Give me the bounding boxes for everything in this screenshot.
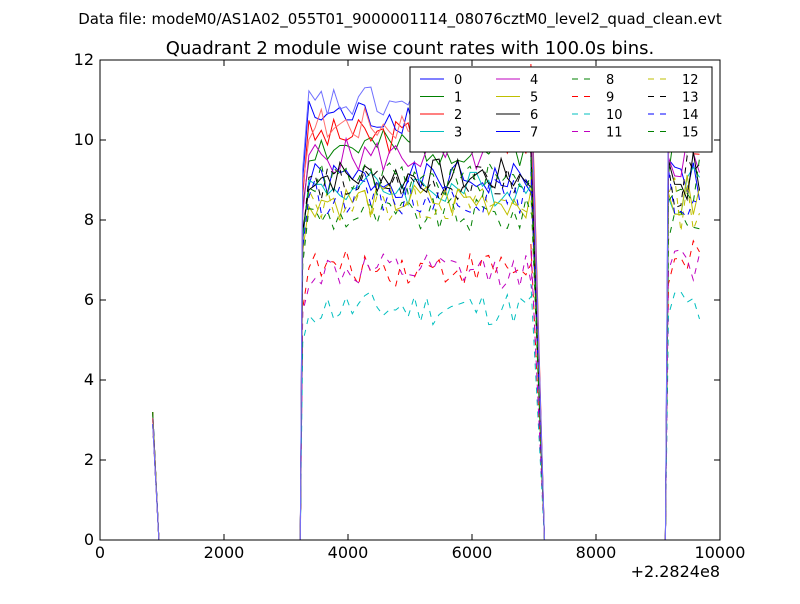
legend-label-2: 2 xyxy=(454,108,462,123)
legend-label-6: 6 xyxy=(530,108,538,123)
x-tick-label: 10000 xyxy=(695,543,746,562)
series-line-9 xyxy=(152,239,700,541)
x-tick-label: 2000 xyxy=(204,543,245,562)
x-tick-label: 8000 xyxy=(576,543,617,562)
series-line-12 xyxy=(152,177,700,541)
x-tick-label: 4000 xyxy=(328,543,369,562)
series-line-4 xyxy=(152,131,700,541)
x-tick-label: 6000 xyxy=(452,543,493,562)
legend-label-14: 14 xyxy=(682,108,699,123)
legend-label-13: 13 xyxy=(682,91,699,106)
legend-label-0: 0 xyxy=(454,73,462,88)
legend-label-10: 10 xyxy=(606,108,623,123)
legend-label-8: 8 xyxy=(606,73,614,88)
series-line-8 xyxy=(152,191,700,541)
y-tick-label: 12 xyxy=(74,50,94,69)
legend-label-12: 12 xyxy=(682,73,699,88)
y-tick-label: 2 xyxy=(84,450,94,469)
y-tick-label: 4 xyxy=(84,370,94,389)
legend-label-3: 3 xyxy=(454,126,462,141)
series-line-14 xyxy=(152,169,700,541)
legend-label-4: 4 xyxy=(530,73,538,88)
series-line-0 xyxy=(152,155,700,541)
series-line-11 xyxy=(152,247,700,541)
chart-title: Quadrant 2 module wise count rates with … xyxy=(166,38,655,59)
x-axis-offset-label: +2.2824e8 xyxy=(631,562,720,581)
y-tick-label: 0 xyxy=(84,530,94,549)
legend-label-7: 7 xyxy=(530,126,538,141)
series-line-13 xyxy=(152,154,700,541)
legend-label-11: 11 xyxy=(606,126,623,141)
legend-label-1: 1 xyxy=(454,91,462,106)
chart-suptitle: Data file: modeM0/AS1A02_055T01_90000011… xyxy=(78,10,722,29)
y-tick-label: 10 xyxy=(74,130,94,149)
series-line-6 xyxy=(152,151,700,541)
series-line-10 xyxy=(152,283,700,541)
series-line-5 xyxy=(152,174,700,541)
y-tick-label: 8 xyxy=(84,210,94,229)
series-line-15 xyxy=(152,155,700,541)
legend-box xyxy=(409,66,713,153)
plot-area: 0 2000 4000 6000 8000 10000024681012012345678… xyxy=(74,50,746,562)
x-tick-label: 0 xyxy=(95,543,105,562)
legend-label-5: 5 xyxy=(530,91,538,106)
y-tick-label: 6 xyxy=(84,290,94,309)
legend-label-9: 9 xyxy=(606,91,614,106)
legend-label-15: 15 xyxy=(682,126,699,141)
